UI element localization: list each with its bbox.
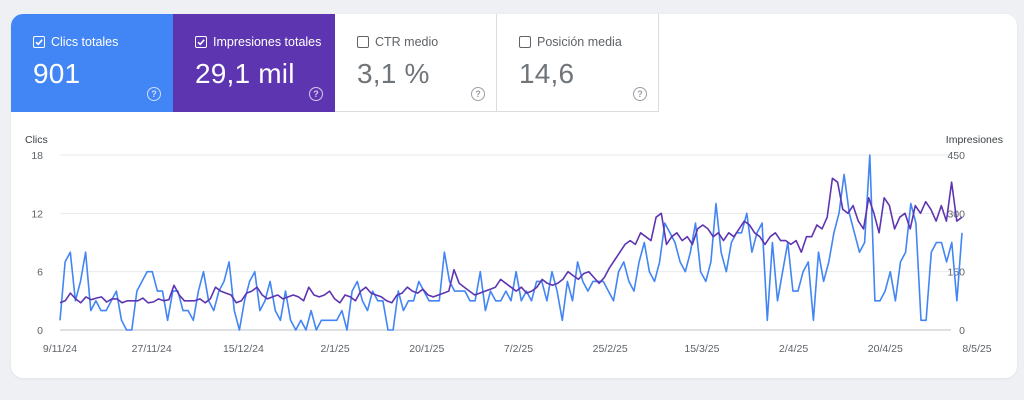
help-icon[interactable]: ? (147, 87, 161, 101)
checkbox-checked-icon[interactable] (195, 36, 207, 48)
x-tick-label: 25/2/25 (593, 343, 628, 355)
help-icon[interactable]: ? (633, 87, 647, 101)
chart-grid (60, 154, 951, 331)
y-left-tick-label: 18 (31, 150, 43, 162)
metric-cards: Clics totales 901 ? Impresiones totales … (11, 14, 659, 112)
x-axis-ticks: 9/11/24 27/11/24 15/12/24 2/1/25 20/1/25 7/2/… (43, 343, 992, 355)
y-left-tick-label: 12 (31, 208, 43, 220)
x-tick-label: 15/12/24 (223, 343, 264, 355)
x-tick-label: 27/11/24 (132, 343, 172, 355)
y-left-tick-label: 6 (37, 267, 43, 279)
performance-panel: Clics totales 901 ? Impresiones totales … (11, 14, 1017, 378)
x-tick-label: 7/2/25 (504, 343, 533, 355)
checkbox-checked-icon[interactable] (33, 36, 45, 48)
card-impressions[interactable]: Impresiones totales 29,1 mil ? (173, 14, 335, 112)
card-clicks[interactable]: Clics totales 901 ? (11, 14, 173, 112)
y-right-tick-label: 0 (959, 325, 965, 337)
help-icon[interactable]: ? (471, 87, 485, 101)
x-tick-label: 2/4/25 (779, 343, 808, 355)
card-value: 29,1 mil (195, 58, 295, 89)
x-tick-label: 20/1/25 (409, 343, 444, 355)
checkbox-unchecked-icon[interactable] (357, 36, 369, 48)
checkbox-unchecked-icon[interactable] (519, 36, 531, 48)
x-tick-label: 2/1/25 (320, 343, 349, 355)
x-tick-label: 15/3/25 (684, 343, 719, 355)
y-left-tick-label: 0 (37, 325, 43, 337)
card-value: 901 (33, 58, 81, 89)
y-right-tick-label: 150 (947, 267, 965, 279)
card-ctr[interactable]: CTR medio 3,1 % ? (335, 14, 497, 112)
series-line-0 (59, 154, 963, 331)
x-tick-label: 20/4/25 (868, 343, 903, 355)
chart-series (59, 154, 963, 331)
card-position[interactable]: Posición media 14,6 ? (497, 14, 659, 112)
card-value: 3,1 % (357, 58, 430, 89)
left-axis-title: Clics (25, 134, 48, 146)
x-tick-label: 8/5/25 (962, 343, 991, 355)
card-value: 14,6 (519, 58, 575, 89)
x-tick-label: 9/11/24 (43, 343, 77, 355)
right-axis-title: Impresiones (946, 134, 1003, 146)
y-right-tick-label: 450 (947, 150, 965, 162)
help-icon[interactable]: ? (309, 87, 323, 101)
series-line-1 (59, 177, 963, 304)
